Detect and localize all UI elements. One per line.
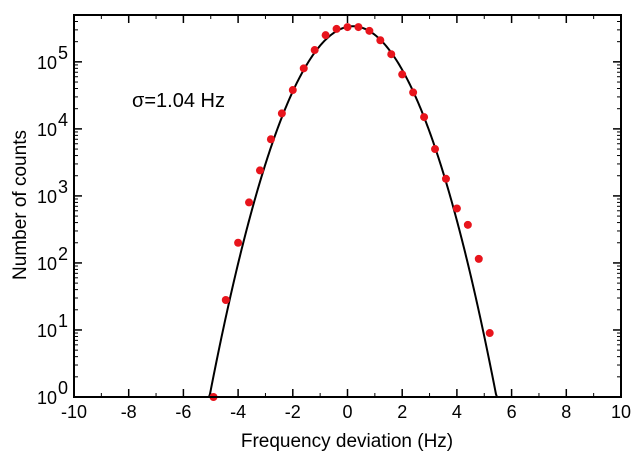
y-tick-label: 10 [37,120,57,140]
data-point [234,238,243,247]
data-point [343,23,352,32]
data-point [441,174,450,183]
sigma-annotation: σ=1.04 Hz [132,90,225,112]
data-point [310,46,319,55]
y-tick-exponent: 2 [58,244,68,264]
data-point [409,88,418,97]
y-tick-label: 10 [37,254,57,274]
x-axis: -10 -8 -6 -4 -2 0 2 4 6 8 10 [61,15,631,422]
x-tick-label: -4 [230,402,246,422]
y-axis-title-group: Number of counts [10,130,31,280]
data-point [398,70,407,79]
x-tick-label: 6 [507,402,517,422]
y-tick-exponent: 4 [58,110,68,130]
data-point [452,204,461,213]
data-point [332,24,341,33]
y-tick-label: 10 [37,187,57,207]
data-point [431,145,440,154]
x-tick-label: -10 [61,402,87,422]
data-point [277,109,286,118]
data-point [266,135,275,144]
y-tick-label: 10 [37,321,57,341]
data-point [288,86,297,95]
data-point [376,36,385,45]
x-tick-label: -6 [175,402,191,422]
gaussian-fit-line [208,25,498,398]
data-point [474,254,483,263]
x-axis-title: Frequency deviation (Hz) [241,431,453,452]
x-tick-label: 2 [397,402,407,422]
y-tick-label: 10 [37,53,57,73]
y-tick-exponent: 5 [58,43,68,63]
data-point [245,198,254,207]
x-tick-label: -2 [285,402,301,422]
data-point [221,295,230,304]
data-point [485,329,494,338]
data-point [387,50,396,59]
y-tick-exponent: 0 [58,378,68,398]
data-point [365,26,374,35]
x-tick-label: 10 [611,402,631,422]
y-tick-exponent: 1 [58,311,68,331]
x-tick-label: 4 [452,402,462,422]
x-tick-label: 8 [561,402,571,422]
data-point [255,166,264,175]
data-point [463,220,472,229]
y-tick-label: 10 [37,388,57,408]
y-axis-title: Number of counts [10,130,31,280]
data-point [354,23,363,32]
x-tick-label: -8 [121,402,137,422]
data-point [299,64,308,73]
data-point [420,113,429,122]
plot-area [208,23,498,401]
data-point [321,31,330,40]
y-tick-exponent: 3 [58,177,68,197]
plot-frame [73,14,622,398]
x-tick-label: 0 [342,402,352,422]
